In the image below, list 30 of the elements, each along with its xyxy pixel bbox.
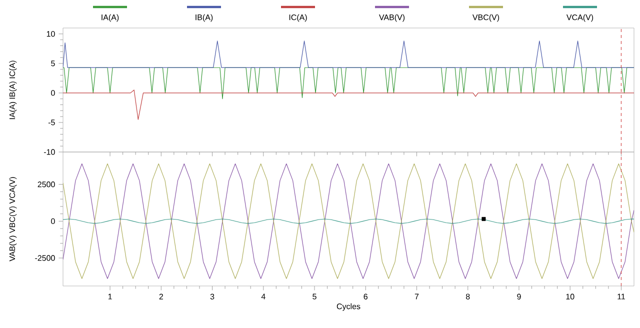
line-series (63, 90, 634, 120)
x-tick-label: 7 (414, 294, 419, 300)
legend-label: VCA(V) (566, 14, 594, 22)
y-tick-label: -5 (48, 120, 55, 126)
x-tick-label: 4 (261, 294, 266, 300)
line-series (63, 163, 634, 279)
legend-label: IC(A) (289, 14, 307, 22)
x-tick-label: 8 (466, 294, 470, 300)
y-tick-label: 10 (46, 31, 55, 37)
legend-label: VAB(V) (378, 14, 405, 22)
legend-label: IB(A) (196, 14, 213, 22)
x-tick-label: 9 (517, 294, 521, 300)
y-tick-label: 5 (51, 60, 55, 66)
legend-label: IA(A) (102, 14, 119, 22)
x-tick-label: 6 (364, 294, 368, 300)
x-tick-label: 1 (108, 294, 112, 300)
y-tick-label: -2500 (35, 255, 55, 261)
y-axis-title: IA(A) IB(A) IC(A) (9, 60, 17, 120)
y-tick-label: 0 (51, 218, 55, 224)
y-axis-title: VAB(V) VBC(V) VCA(V) (9, 177, 17, 262)
x-tick-label: 11 (618, 294, 625, 300)
x-tick-label: 10 (566, 294, 574, 300)
x-tick-label: 2 (159, 294, 163, 300)
y-tick-label: 2500 (38, 182, 55, 188)
x-axis-title: Cycles (336, 303, 360, 311)
y-tick-label: 0 (51, 90, 55, 96)
legend-label: VBC(V) (472, 14, 500, 22)
x-tick-label: 5 (312, 294, 316, 300)
y-tick-label: -10 (44, 149, 55, 155)
x-tick-label: 3 (210, 294, 214, 300)
